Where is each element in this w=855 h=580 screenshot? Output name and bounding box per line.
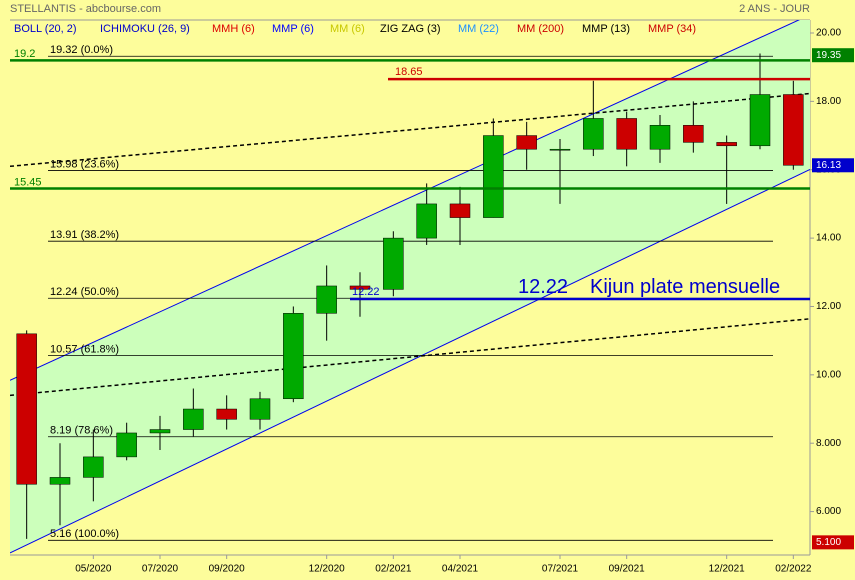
legend-entry: MMP (6): [272, 23, 314, 35]
legend-entry: MMP (34): [648, 23, 696, 35]
legend-entry: MMH (6): [212, 23, 255, 35]
candle-body: [716, 142, 737, 147]
candle-body: [349, 285, 371, 290]
support-label: 15.45: [14, 176, 42, 188]
x-tick-label: 12/2021: [709, 564, 746, 575]
fib-label: 8.19 (78.6%): [50, 425, 113, 437]
x-tick-label: 09/2020: [209, 564, 246, 575]
price-marker-label: 16.13: [816, 160, 841, 171]
y-tick-label: 10.00: [816, 369, 841, 380]
y-tick-label: 18.00: [816, 96, 841, 107]
candle-body: [16, 333, 37, 485]
kijun-label-small: 12.22: [352, 286, 380, 298]
candle-body: [783, 94, 804, 166]
x-tick-label: 02/2022: [775, 564, 812, 575]
candle-body: [183, 408, 204, 430]
legend-entry: MMP (13): [582, 23, 630, 35]
y-tick-label: 20.00: [816, 28, 841, 39]
legend-entry: MM (200): [517, 23, 564, 35]
x-tick-label: 05/2020: [75, 564, 112, 575]
candle-body: [649, 125, 671, 150]
candle-body: [383, 237, 404, 290]
candle-body: [249, 398, 271, 420]
candle-body: [116, 432, 137, 458]
legend-entry: MM (6): [330, 23, 365, 35]
price-marker-label: 19.35: [816, 50, 841, 61]
candle-body: [83, 456, 104, 478]
x-tick-label: 09/2021: [609, 564, 646, 575]
fib-label: 5.16 (100.0%): [50, 528, 119, 540]
candle-body: [49, 477, 71, 485]
channel-line: [10, 20, 800, 381]
price-marker: [812, 48, 854, 63]
fib-label: 10.57 (61.8%): [50, 343, 119, 355]
candle-body: [216, 408, 237, 420]
x-tick-label: 07/2021: [542, 564, 579, 575]
channel-line: [10, 168, 810, 554]
candle-body: [316, 285, 337, 314]
x-tick-label: 02/2021: [375, 564, 412, 575]
candle-body: [449, 203, 471, 218]
trend-line: [10, 318, 810, 397]
price-marker-label: 5.100: [816, 537, 841, 548]
candle-body: [149, 429, 171, 434]
price-marker: [812, 535, 854, 550]
legend-entry: BOLL (20, 2): [14, 23, 77, 35]
y-tick-label: 6.000: [816, 506, 841, 517]
candle-body: [416, 203, 437, 239]
x-tick-label: 07/2020: [142, 564, 179, 575]
legend-entry: ICHIMOKU (26, 9): [100, 23, 190, 35]
legend-entry: MM (22): [458, 23, 499, 35]
candle-body: [616, 118, 637, 150]
y-tick-label: 12.00: [816, 301, 841, 312]
channel-fill: [10, 20, 810, 553]
fib-label: 15.98 (23.6%): [50, 158, 119, 170]
candle-body: [749, 94, 771, 147]
support-label: 19.2: [14, 48, 35, 60]
candle-body: [549, 148, 571, 151]
candle-body: [483, 135, 504, 218]
chart-title: STELLANTIS - abcbourse.com: [10, 3, 161, 15]
candle-body: [283, 313, 304, 400]
trend-line: [10, 92, 810, 168]
resistance-label: 18.65: [395, 66, 423, 78]
fib-label: 12.24 (50.0%): [50, 286, 119, 298]
chart-subtitle: 2 ANS - JOUR: [739, 3, 810, 15]
fib-label: 13.91 (38.2%): [50, 229, 119, 241]
legend-entry: ZIG ZAG (3): [380, 23, 441, 35]
x-tick-label: 12/2020: [309, 564, 346, 575]
candle-body: [683, 125, 704, 143]
x-tick-label: 04/2021: [442, 564, 479, 575]
candle-body: [516, 135, 537, 150]
candle-body: [583, 118, 604, 150]
kijun-annotation: Kijun plate mensuelle: [590, 276, 780, 298]
kijun-label: 12.22: [518, 276, 568, 298]
y-tick-label: 8.000: [816, 438, 841, 449]
fib-label: 19.32 (0.0%): [50, 44, 113, 56]
price-marker: [812, 158, 854, 173]
y-tick-label: 14.00: [816, 233, 841, 244]
